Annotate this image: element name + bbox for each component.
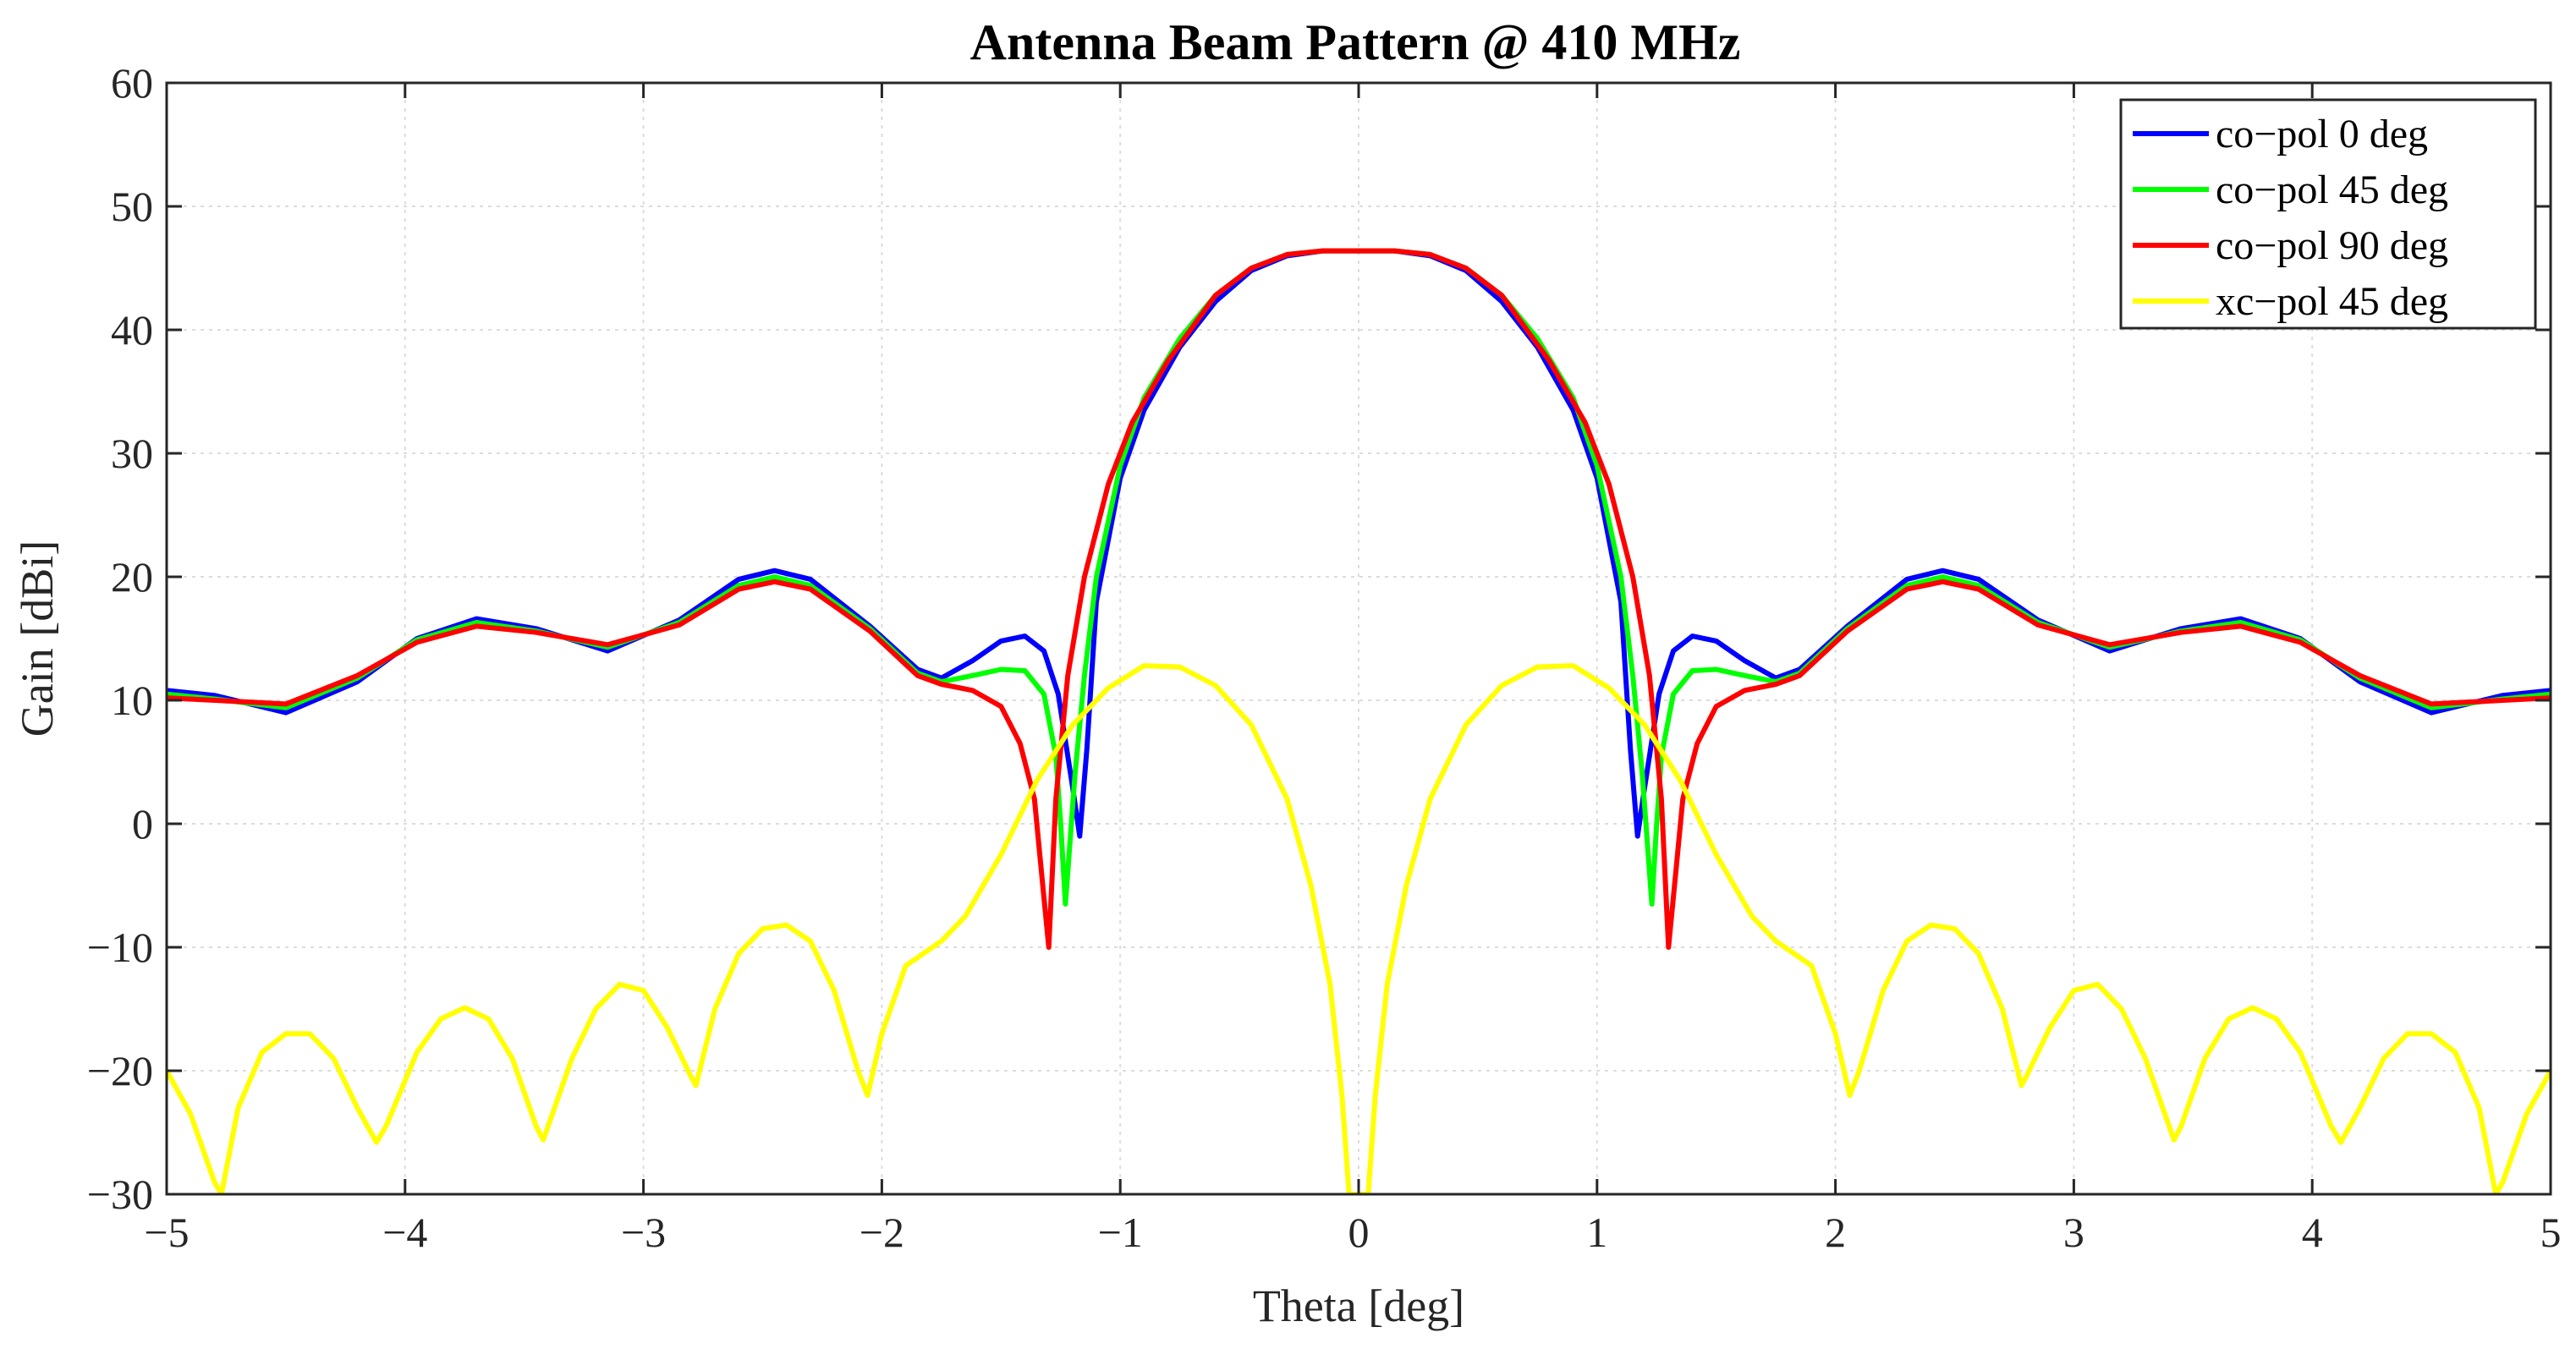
y-tick-label: 50 <box>111 183 153 230</box>
y-tick-label: 30 <box>111 430 153 477</box>
y-axis-title: Gain [dBi] <box>12 540 63 737</box>
y-tick-label: 0 <box>132 800 153 847</box>
x-tick-label: 3 <box>2063 1209 2084 1256</box>
x-tick-label: 1 <box>1586 1209 1607 1256</box>
legend-label: co−pol 90 deg <box>2216 223 2448 268</box>
x-tick-label: −3 <box>621 1209 666 1256</box>
y-tick-label: −30 <box>87 1171 153 1218</box>
legend-box <box>2119 98 2537 330</box>
legend-label: xc−pol 45 deg <box>2216 279 2448 324</box>
x-tick-label: 5 <box>2540 1209 2562 1256</box>
x-tick-label: 2 <box>1825 1209 1846 1256</box>
y-tick-label: 10 <box>111 677 153 724</box>
series-layer <box>167 248 2551 1194</box>
x-tick-label: −4 <box>382 1209 427 1256</box>
y-tick-label: 20 <box>111 553 153 600</box>
x-tick-label: 4 <box>2302 1209 2323 1256</box>
legend-label: co−pol 0 deg <box>2216 112 2428 156</box>
x-tick-label: 0 <box>1348 1209 1370 1256</box>
x-tick-label: −2 <box>860 1209 904 1256</box>
x-axis-title: Theta [deg] <box>1253 1280 1464 1331</box>
chart-title: Antenna Beam Pattern @ 410 MHz <box>970 14 1741 70</box>
series-line-2 <box>167 248 2551 950</box>
x-tick-label: −5 <box>144 1209 189 1256</box>
y-tick-label: 40 <box>111 306 153 354</box>
y-tick-label: −20 <box>87 1047 153 1094</box>
legend: co−pol 0 deg co−pol 45 deg co−pol 90 deg xc… <box>2119 98 2537 330</box>
y-tick-label: 60 <box>111 59 153 107</box>
legend-label: co−pol 45 deg <box>2216 167 2448 212</box>
series-line-3 <box>167 663 2551 1194</box>
x-tick-label: −1 <box>1098 1209 1143 1256</box>
y-tick-label: −10 <box>87 924 153 971</box>
